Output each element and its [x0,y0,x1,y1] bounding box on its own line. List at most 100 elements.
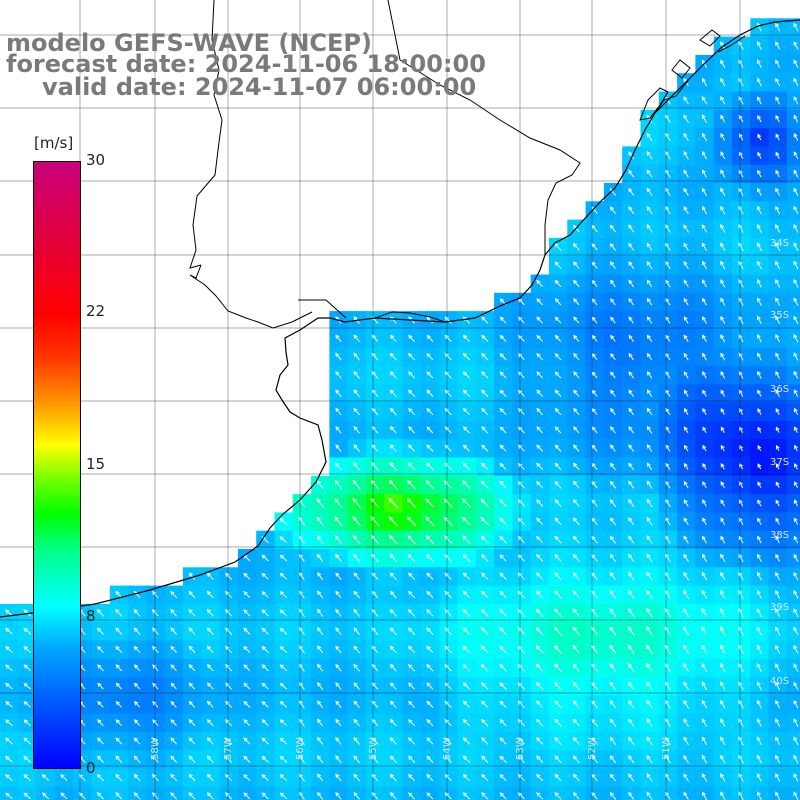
wind-cell [786,237,800,257]
wind-arrow [115,737,123,745]
wind-cell [786,128,800,147]
wind-cell [786,786,800,800]
wind-arrow [317,755,324,764]
wind-cell [786,36,800,56]
wind-arrow [701,242,708,251]
wind-arrow [536,298,543,306]
wind-arrow [573,334,580,342]
wind-arrow [23,646,32,653]
colorbar-tick-30: 30 [86,151,106,169]
wind-arrow [408,426,415,434]
wind-arrow [408,737,416,745]
wind-arrow [720,205,726,215]
wind-cell [786,677,800,696]
wind-arrow [610,371,616,379]
wind-cell [786,567,800,587]
wind-cell [603,786,623,800]
lat-label: 37S [770,457,789,468]
wind-arrow [499,682,507,690]
wind-arrow [720,699,726,709]
wind-arrow [499,554,507,562]
wind-arrow [426,627,434,635]
wind-arrow [738,791,744,800]
wind-arrow [170,773,178,782]
wind-arrow [719,626,726,636]
wind-arrow [335,791,342,800]
wind-arrow [371,755,379,764]
wind-arrow [757,114,762,123]
wind-arrow [317,572,324,581]
wind-arrow [462,498,471,508]
wind-arrow [683,699,690,709]
wind-cell [786,585,800,605]
wind-arrow [444,371,452,379]
wind-arrow [462,682,471,690]
wind-arrow [206,682,214,690]
wind-cell [786,640,800,660]
wind-arrow [609,480,616,489]
wind-arrow [243,609,251,617]
wind-arrow [426,700,434,708]
wind-arrow [793,754,799,764]
wind-arrow [334,516,343,527]
wind-arrow [481,426,489,434]
wind-arrow [206,645,214,654]
wind-arrow [517,499,526,507]
wind-arrow [572,517,580,526]
wind-arrow [756,571,762,581]
wind-arrow [738,662,744,673]
wind-arrow [353,755,360,764]
wind-arrow [701,132,708,142]
wind-arrow [739,407,744,415]
wind-arrow [775,224,781,233]
wind-arrow [188,719,196,727]
wind-arrow [225,664,233,672]
wind-cell [786,695,800,715]
wind-cell [786,384,800,404]
wind-arrow [793,590,799,599]
wind-arrow [462,773,471,782]
wind-arrow [133,719,141,727]
wind-arrow [683,352,689,361]
wind-arrow [591,298,598,306]
wind-arrow [480,462,489,471]
wind-arrow [499,535,507,544]
wind-arrow [720,589,726,599]
wind-arrow [499,334,507,342]
wind-arrow [426,664,434,672]
wind-arrow [775,736,781,746]
wind-arrow [317,627,324,636]
wind-arrow [279,609,288,617]
wind-arrow [793,114,799,123]
wind-arrow [317,682,324,690]
wind-cell [786,512,800,532]
wind-arrow [646,718,653,727]
wind-arrow [609,571,617,581]
wind-arrow [444,682,452,690]
wind-arrow [554,353,562,361]
wind-arrow [793,718,799,727]
wind-arrow [702,535,707,544]
wind-arrow [646,644,653,655]
wind-arrow [628,498,635,508]
wind-arrow [115,755,123,763]
wind-arrow [370,497,380,509]
wind-arrow [426,316,434,324]
wind-arrow [572,480,580,489]
wind-arrow [279,737,288,745]
wind-cell [274,786,294,800]
wind-arrow [115,792,123,800]
wind-arrow [665,169,671,178]
wind-arrow [317,736,324,745]
wind-arrow [738,772,744,782]
wind-arrow [573,389,580,397]
wind-arrow [628,480,635,489]
wind-arrow [536,444,544,452]
wind-arrow [702,150,708,160]
wind-arrow [335,663,342,672]
wind-cell [457,786,477,800]
wind-arrow [536,718,544,727]
wind-arrow [701,718,708,727]
wind-arrow [444,389,452,397]
wind-arrow [738,644,744,655]
